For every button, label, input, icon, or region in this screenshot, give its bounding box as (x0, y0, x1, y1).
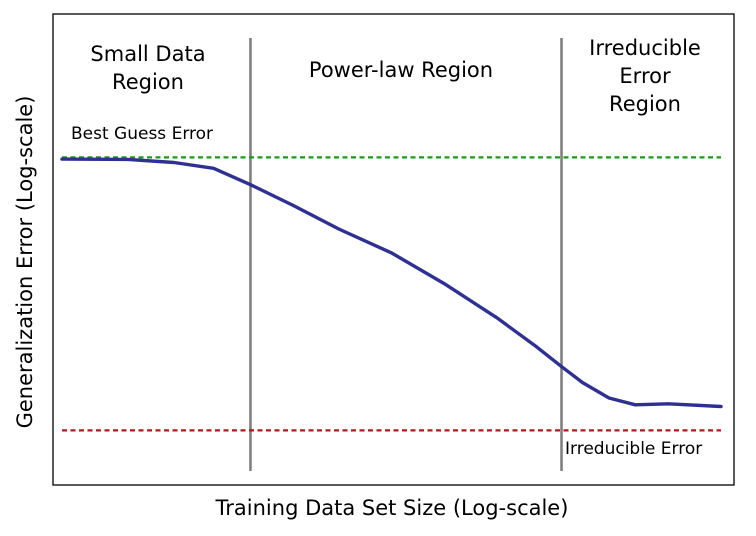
region-label-line: Small Data (90, 42, 205, 66)
irreducible-error-label: Irreducible Error (565, 439, 702, 459)
learning-curve-line (60, 157, 723, 409)
region-label-line: Region (609, 92, 681, 116)
region-label-line: Power-law Region (309, 58, 493, 82)
region-label-line: Region (112, 70, 184, 94)
region-label-line: Irreducible (589, 36, 701, 60)
y-axis-label: Generalization Error (Log-scale) (13, 96, 37, 429)
region-label-small-data: Small Data Region (90, 42, 205, 94)
plot-frame (52, 13, 735, 486)
series-layer (60, 157, 723, 409)
best-guess-error-label: Best Guess Error (71, 124, 213, 144)
x-axis-label: Training Data Set Size (Log-scale) (215, 496, 569, 520)
region-label-power-law: Power-law Region (309, 58, 493, 82)
region-label-irreducible-error: Irreducible Error Region (589, 36, 701, 116)
region-label-line: Error (619, 64, 671, 88)
reference-lines (62, 38, 721, 471)
